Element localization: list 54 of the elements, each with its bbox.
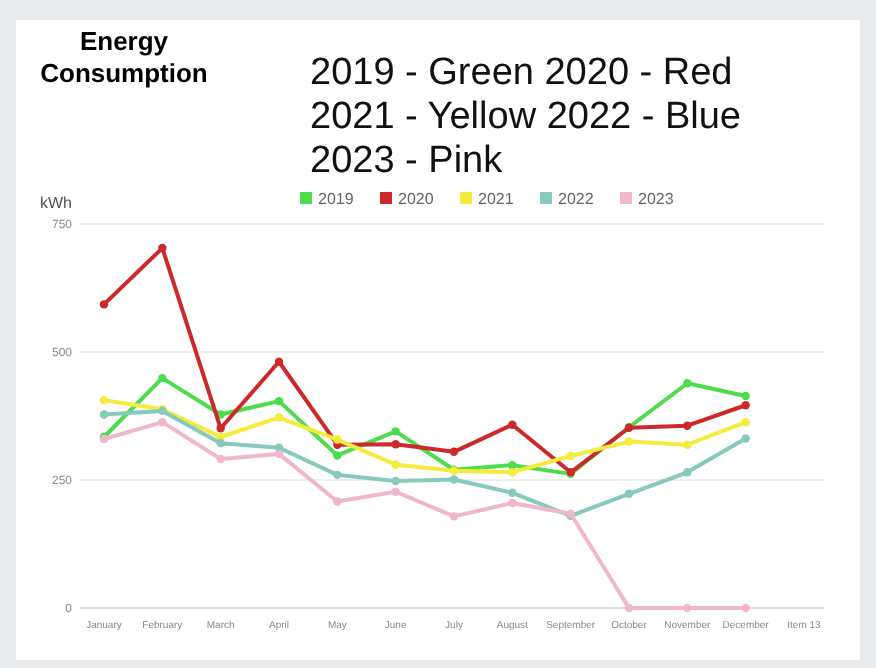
chart-title: Energy Consumption xyxy=(40,26,208,88)
point xyxy=(683,468,692,477)
point xyxy=(391,476,400,486)
point xyxy=(508,420,517,429)
point xyxy=(449,447,459,457)
point xyxy=(99,410,109,419)
point xyxy=(158,243,167,253)
point xyxy=(624,489,634,499)
point xyxy=(508,498,517,508)
point xyxy=(391,439,400,449)
point xyxy=(99,300,109,309)
point xyxy=(683,379,692,388)
text: 2019 - Green 2020 - Red xyxy=(310,52,733,94)
point xyxy=(741,391,750,401)
legend-label: 2020 xyxy=(398,190,435,208)
point xyxy=(508,488,517,498)
point xyxy=(158,417,167,427)
point xyxy=(216,424,225,433)
point xyxy=(566,451,575,461)
point xyxy=(741,603,750,613)
point xyxy=(216,438,225,448)
point xyxy=(333,435,342,444)
point xyxy=(274,396,284,406)
legend-label: 2023 xyxy=(638,190,675,208)
point xyxy=(741,434,750,443)
point xyxy=(741,417,750,427)
point xyxy=(624,603,634,613)
point xyxy=(683,603,692,613)
point xyxy=(391,427,400,436)
point xyxy=(158,373,167,383)
point xyxy=(683,440,692,449)
point xyxy=(333,470,342,480)
point xyxy=(683,421,692,430)
point xyxy=(508,468,517,477)
text: 2021 - Yellow 2022 - Blue xyxy=(310,96,741,138)
y-axis-title: kWh xyxy=(40,194,72,212)
point xyxy=(391,487,400,496)
point xyxy=(449,475,459,484)
point xyxy=(216,454,225,464)
point xyxy=(449,512,459,521)
point xyxy=(274,449,284,459)
point xyxy=(741,401,750,410)
legend-label: 2021 xyxy=(478,190,515,208)
legend-label: 2022 xyxy=(558,190,595,208)
point xyxy=(274,413,284,422)
point xyxy=(333,497,342,506)
point xyxy=(333,451,342,460)
point xyxy=(624,437,634,446)
text: 2023 - Pink xyxy=(310,140,504,182)
point xyxy=(508,460,517,470)
point xyxy=(99,395,109,405)
point xyxy=(274,357,284,366)
legend-label: 2019 xyxy=(318,190,355,208)
point xyxy=(391,460,400,469)
